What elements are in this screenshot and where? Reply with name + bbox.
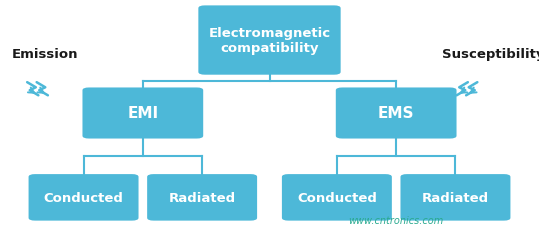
FancyBboxPatch shape xyxy=(82,88,203,139)
FancyBboxPatch shape xyxy=(29,174,139,221)
FancyBboxPatch shape xyxy=(400,174,510,221)
Text: www.cntronics.com: www.cntronics.com xyxy=(349,215,444,225)
Text: Conducted: Conducted xyxy=(297,191,377,204)
Text: EMI: EMI xyxy=(127,106,158,121)
FancyBboxPatch shape xyxy=(282,174,392,221)
Text: Emission: Emission xyxy=(12,48,78,61)
Text: Electromagnetic
compatibility: Electromagnetic compatibility xyxy=(209,27,330,55)
FancyBboxPatch shape xyxy=(198,6,341,75)
Text: Susceptibility: Susceptibility xyxy=(442,48,539,61)
Text: EMS: EMS xyxy=(378,106,414,121)
Text: Conducted: Conducted xyxy=(44,191,123,204)
Text: Radiated: Radiated xyxy=(169,191,236,204)
FancyBboxPatch shape xyxy=(336,88,457,139)
Text: Radiated: Radiated xyxy=(422,191,489,204)
FancyBboxPatch shape xyxy=(147,174,257,221)
